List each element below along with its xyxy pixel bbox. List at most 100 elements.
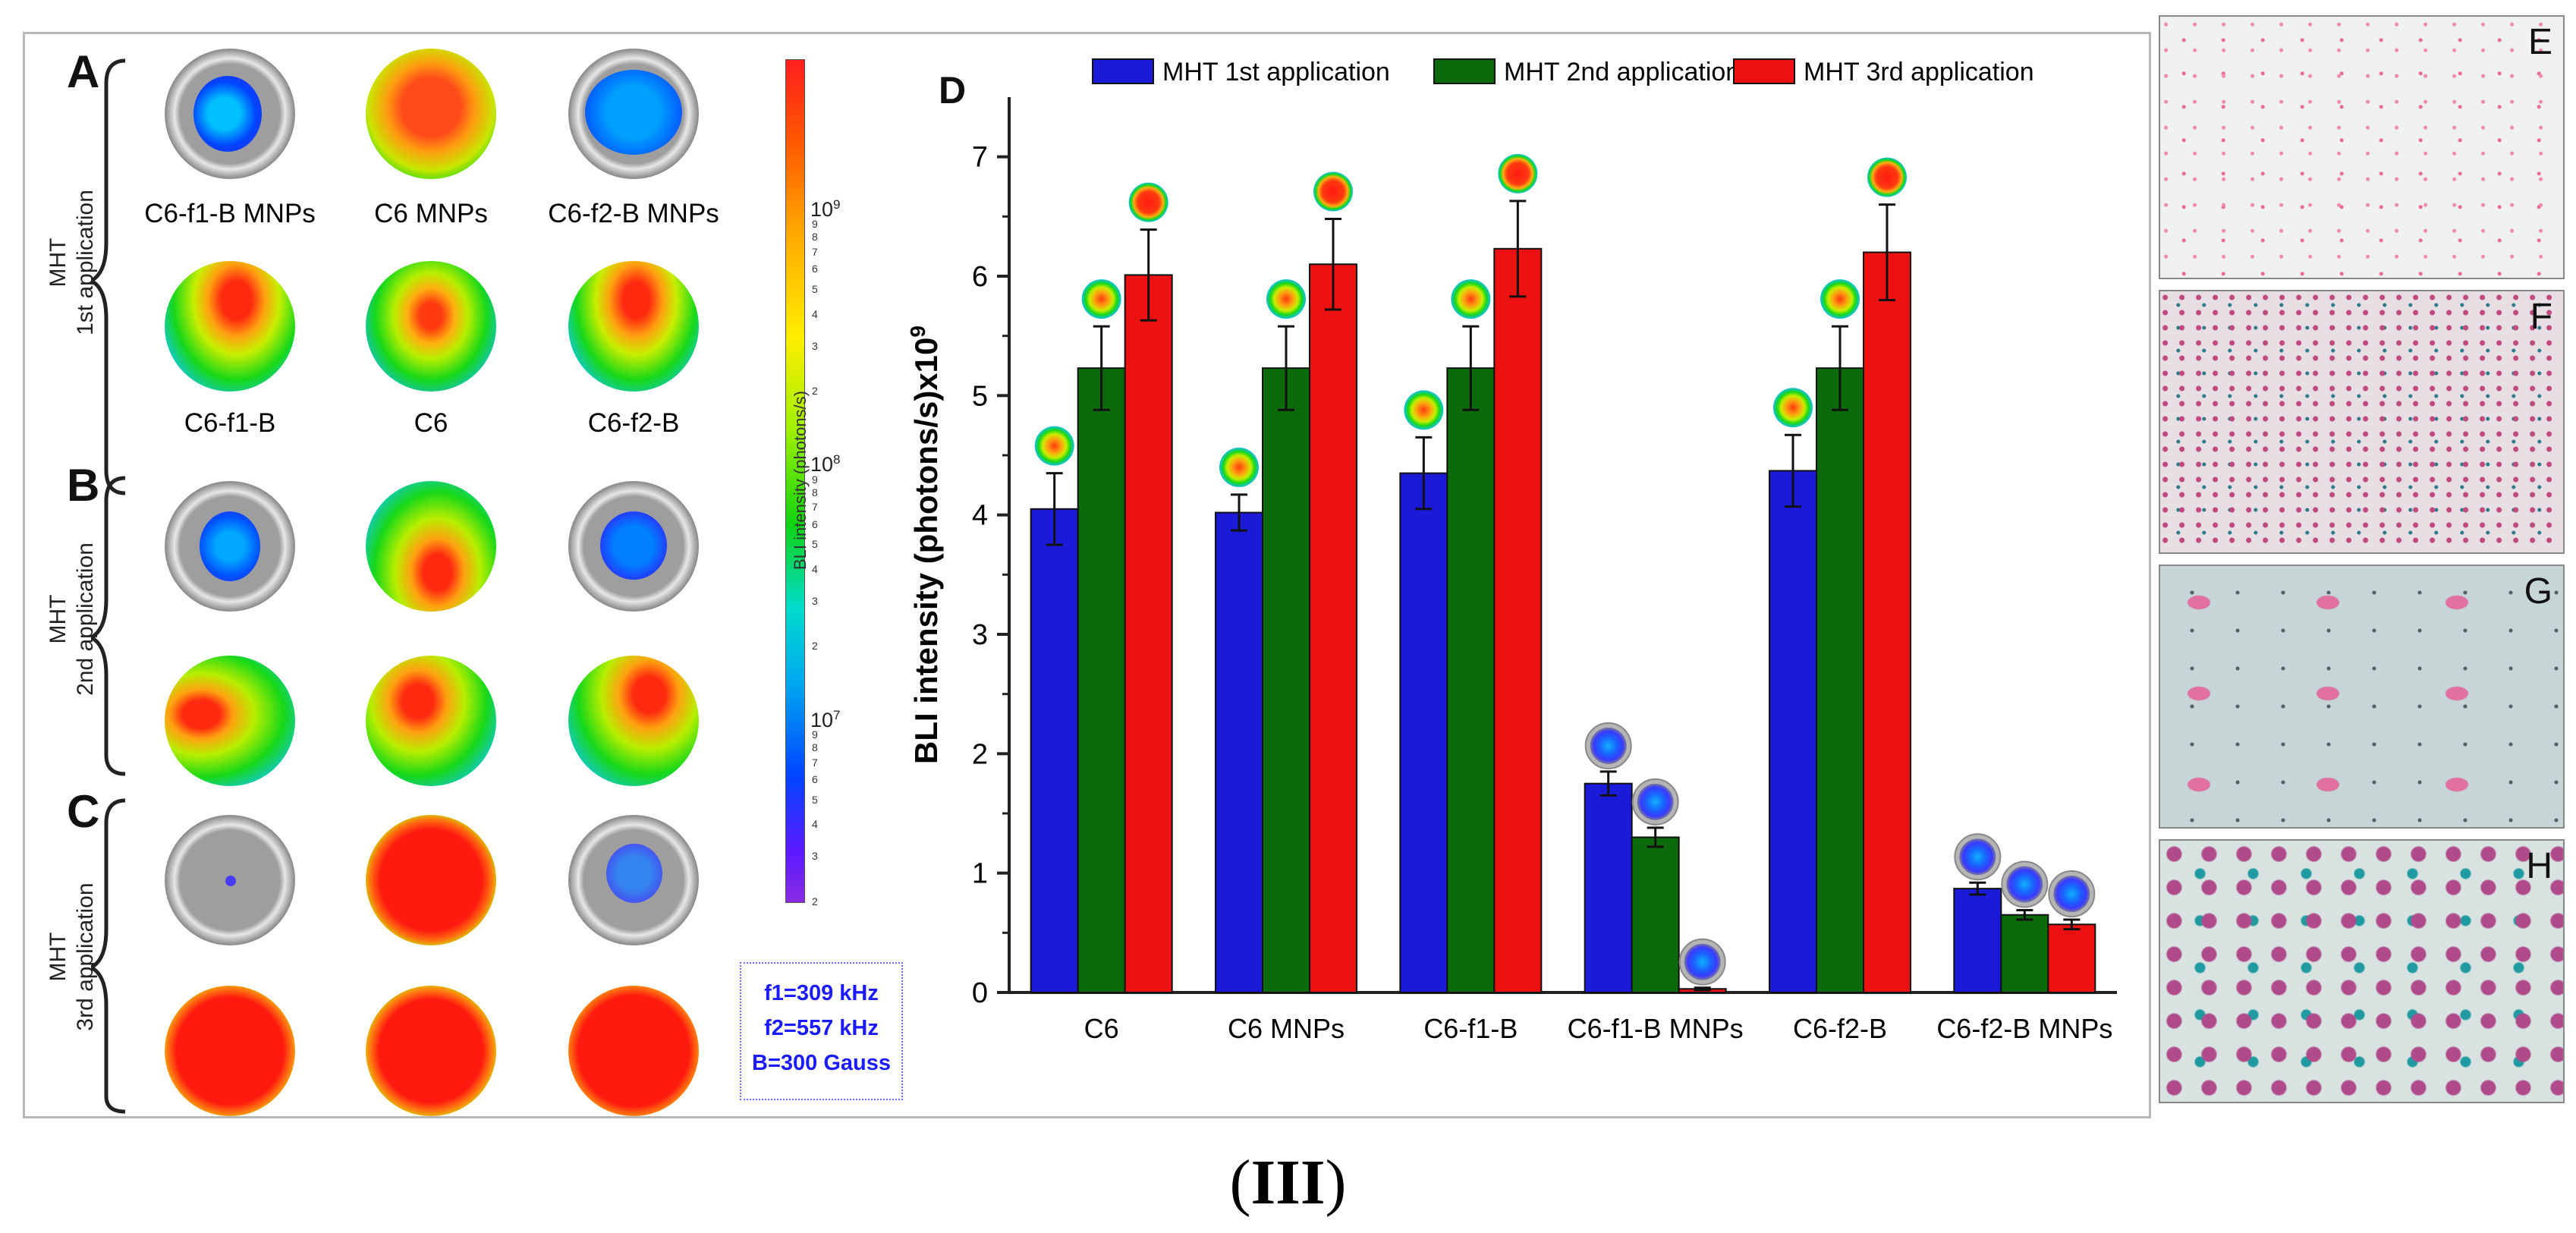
y-tick-label: 2 [972, 738, 988, 770]
legend-label: MHT 2nd application [1504, 58, 1740, 86]
dish-image [366, 986, 496, 1116]
dish-label: C6-f1-B MNPs [144, 199, 316, 228]
colorbar-minor-tick: 5 [812, 793, 818, 806]
bar-3 [2047, 923, 2096, 993]
caption-roman: III [1250, 1147, 1326, 1218]
colorbar-minor-tick: 9 [812, 728, 818, 741]
x-tick-label: C6-f1-B MNPs [1568, 1013, 1744, 1044]
x-tick-label: C6 MNPs [1228, 1013, 1345, 1044]
y-tick-label: 7 [972, 142, 988, 174]
figure-frame [23, 32, 2151, 1118]
x-tick-label: C6 [1084, 1013, 1119, 1044]
colorbar-minor-tick: 5 [812, 283, 818, 296]
dish-image [366, 481, 496, 612]
panel-label-b: B [67, 460, 100, 511]
micrograph-h: H [2159, 839, 2565, 1103]
bar-3 [1124, 274, 1173, 993]
row-braces [91, 58, 126, 1114]
dish-image [366, 656, 496, 786]
bar-1 [1215, 511, 1263, 993]
dish-thumbnail [2053, 876, 2090, 913]
x-tick-label: C6-f2-B MNPs [1936, 1013, 2112, 1044]
colorbar-major-tick: 109 [810, 197, 841, 221]
dish-image [366, 261, 496, 392]
side-label-first-line2: 1st application [73, 190, 98, 335]
colorbar-minor-tick: 6 [812, 517, 818, 530]
legend-swatch [1433, 58, 1496, 84]
dish-thumbnail [1684, 943, 1721, 980]
dish-thumbnail [1451, 279, 1491, 319]
dish-thumbnail [1867, 157, 1907, 197]
bar-3 [1863, 251, 1911, 993]
dish-label: C6-f1-B [184, 408, 276, 438]
dish-thumbnail [1266, 279, 1306, 319]
colorbar-minor-tick: 6 [812, 773, 818, 786]
dish-thumbnail [1820, 279, 1860, 319]
side-label-third-line2: 3rd application [73, 882, 98, 1031]
colorbar-title: BLI intensity (photons/s) [791, 391, 810, 571]
frequency-info-box: f1=309 kHz f2=557 kHz B=300 Gauss [740, 962, 903, 1100]
dish-image [366, 815, 496, 945]
dish-thumbnail [2006, 866, 2043, 903]
dish-image [568, 815, 699, 945]
side-label-first-line1: MHT [46, 237, 71, 288]
colorbar-minor-tick: 3 [812, 850, 818, 863]
colorbar-minor-tick: 7 [812, 756, 818, 769]
dish-thumbnail [1313, 171, 1353, 212]
colorbar-minor-tick: 3 [812, 595, 818, 608]
y-tick-label: 1 [972, 858, 988, 890]
panel-label-h: H [2526, 846, 2552, 886]
bar-2 [1631, 836, 1680, 994]
bar-1 [1953, 888, 2002, 993]
dish-thumbnail [1773, 388, 1813, 428]
bar-2 [1262, 367, 1310, 993]
bar-2 [1077, 367, 1126, 993]
legend-swatch [1733, 58, 1795, 84]
panel-label-g: G [2524, 571, 2552, 612]
colorbar-minor-tick: 9 [812, 218, 818, 231]
dish-label: C6 [414, 408, 448, 438]
bar-1 [1399, 472, 1448, 993]
y-tick-label: 0 [972, 977, 988, 1009]
legend-label: MHT 3rd application [1804, 58, 2034, 86]
side-label-third: MHT 3rd application [45, 767, 99, 1147]
x-tick-label: C6-f2-B [1793, 1013, 1887, 1044]
dish-image [568, 261, 699, 392]
dish-thumbnail [1404, 390, 1444, 430]
dish-thumbnail [1498, 153, 1538, 193]
bar-3 [1309, 263, 1357, 993]
colorbar-minor-tick: 5 [812, 538, 818, 551]
dish-label: C6-f2-B MNPs [548, 199, 719, 228]
colorbar-minor-tick: 3 [812, 339, 818, 352]
legend-swatch [1092, 58, 1154, 84]
dish-label: C6 MNPs [374, 199, 488, 228]
dish-thumbnail [1081, 279, 1121, 319]
colorbar-minor-tick: 2 [812, 384, 818, 397]
colorbar-minor-tick: 6 [812, 263, 818, 275]
bar-3 [1493, 247, 1543, 993]
figure-caption: (III) [0, 1146, 2576, 1219]
x-tick-label: C6-f1-B [1423, 1013, 1518, 1044]
caption-close: ) [1325, 1147, 1347, 1218]
dish-image [568, 656, 699, 786]
side-label-third-line1: MHT [46, 932, 71, 982]
dish-thumbnail [1034, 426, 1074, 466]
dish-image [165, 986, 295, 1116]
panel-label-a: A [67, 46, 100, 97]
dish-thumbnail [1637, 783, 1674, 820]
bar-1 [1030, 508, 1079, 993]
colorbar-major-tick: 107 [810, 707, 841, 731]
micrograph-e: E [2159, 15, 2565, 279]
colorbar-minor-tick: 8 [812, 231, 818, 244]
colorbar-major-tick: 108 [810, 452, 841, 477]
frequency-f2: f2=557 kHz [764, 1016, 879, 1040]
dish-image [165, 481, 295, 612]
y-tick-label: 6 [972, 261, 988, 293]
bar-1 [1769, 470, 1817, 993]
colorbar-minor-tick: 4 [812, 563, 818, 576]
y-tick-label: 4 [972, 500, 988, 532]
panel-label-e: E [2527, 22, 2552, 62]
bar-2 [2000, 914, 2049, 993]
panel-label-d: D [939, 69, 967, 112]
dish-image [165, 815, 295, 945]
